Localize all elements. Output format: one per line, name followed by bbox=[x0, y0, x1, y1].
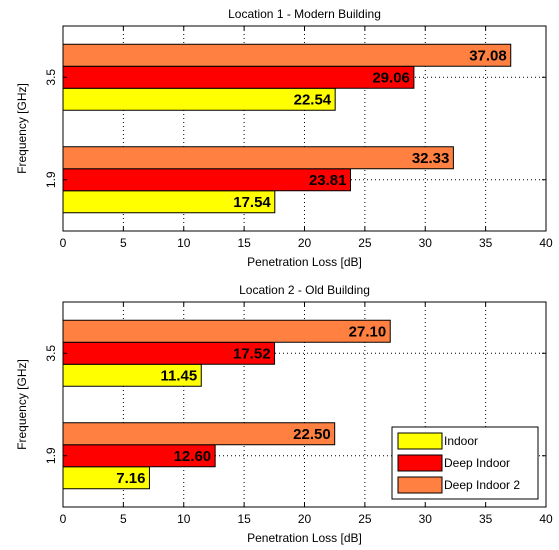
bar-value-label: 22.54 bbox=[294, 91, 332, 108]
bar bbox=[63, 147, 453, 169]
x-tick-label: 35 bbox=[479, 236, 493, 250]
x-tick-label: 0 bbox=[60, 236, 67, 250]
y-tick-label: 1.9 bbox=[44, 447, 58, 464]
x-tick-label: 15 bbox=[237, 236, 251, 250]
bar-value-label: 37.08 bbox=[469, 47, 507, 64]
chart-title: Location 2 - Old Building bbox=[239, 283, 370, 297]
y-tick-label: 3.5 bbox=[44, 69, 58, 86]
bar bbox=[63, 44, 511, 66]
x-tick-label: 25 bbox=[358, 512, 372, 526]
y-tick-label: 3.5 bbox=[44, 345, 58, 362]
bar bbox=[63, 169, 351, 191]
bar bbox=[63, 66, 414, 88]
bar-value-label: 7.16 bbox=[116, 470, 145, 487]
y-tick-label: 1.9 bbox=[44, 171, 58, 188]
x-tick-label: 5 bbox=[120, 236, 127, 250]
bar bbox=[63, 320, 390, 342]
x-axis-label: Penetration Loss [dB] bbox=[247, 255, 362, 269]
x-tick-label: 10 bbox=[177, 512, 191, 526]
legend-entry: Indoor bbox=[444, 434, 478, 448]
chart-location-2: Location 2 - Old Building Penetration Lo… bbox=[15, 283, 553, 545]
x-tick-label: 0 bbox=[60, 512, 67, 526]
bar-value-label: 22.50 bbox=[293, 426, 331, 443]
y-axis-label: Frequency [GHz] bbox=[15, 359, 29, 450]
x-tick-label: 20 bbox=[298, 512, 312, 526]
chart-location-1: Location 1 - Modern Building Penetration… bbox=[15, 7, 553, 269]
x-tick-label: 20 bbox=[298, 236, 312, 250]
bar-value-label: 27.10 bbox=[349, 323, 387, 340]
bar-value-label: 11.45 bbox=[161, 367, 198, 384]
bar-value-label: 29.06 bbox=[372, 69, 410, 86]
bar-value-label: 12.60 bbox=[174, 448, 212, 465]
x-tick-label: 40 bbox=[539, 236, 553, 250]
legend-entry: Deep Indoor bbox=[444, 456, 510, 470]
x-tick-label: 25 bbox=[358, 236, 372, 250]
x-tick-label: 15 bbox=[237, 512, 251, 526]
bar-value-label: 17.54 bbox=[233, 194, 271, 211]
bar-value-label: 32.33 bbox=[412, 150, 450, 167]
legend-swatch bbox=[398, 433, 442, 449]
legend-swatch bbox=[398, 455, 442, 471]
x-tick-label: 5 bbox=[120, 512, 127, 526]
x-tick-label: 30 bbox=[419, 236, 433, 250]
chart-title: Location 1 - Modern Building bbox=[228, 7, 381, 21]
x-tick-label: 30 bbox=[419, 512, 433, 526]
x-tick-label: 40 bbox=[539, 512, 553, 526]
legend-entry: Deep Indoor 2 bbox=[444, 478, 520, 492]
bar-value-label: 23.81 bbox=[309, 172, 347, 189]
legend-swatch bbox=[398, 477, 442, 493]
bar-value-label: 17.52 bbox=[233, 345, 271, 362]
x-axis-label: Penetration Loss [dB] bbox=[247, 531, 362, 545]
x-tick-label: 35 bbox=[479, 512, 493, 526]
legend: Indoor Deep Indoor Deep Indoor 2 bbox=[392, 427, 538, 499]
x-tick-label: 10 bbox=[177, 236, 191, 250]
y-axis-label: Frequency [GHz] bbox=[15, 83, 29, 174]
